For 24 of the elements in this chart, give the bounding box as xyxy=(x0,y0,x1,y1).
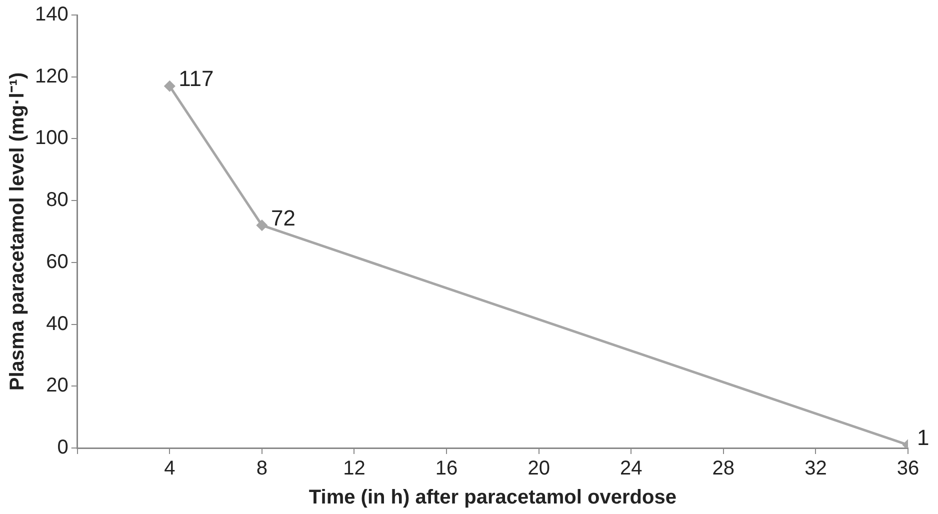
y-tick-label: 0 xyxy=(57,436,68,459)
x-tick-label: 20 xyxy=(528,458,550,480)
data-label: 117 xyxy=(178,66,214,92)
y-axis-title: Plasma paracetamol level (mg·l⁻¹) xyxy=(6,72,29,391)
y-tick-label: 100 xyxy=(34,127,68,150)
x-tick-label: 32 xyxy=(804,458,827,480)
data-label: 72 xyxy=(270,205,296,230)
y-tick-label: 120 xyxy=(34,65,68,88)
point xyxy=(256,220,268,231)
x-axis-title: Time (in h) after paracetamol overdose xyxy=(308,486,676,509)
x-tick-label: 8 xyxy=(256,458,268,480)
point xyxy=(164,80,175,92)
x-tick-label: 24 xyxy=(620,458,642,480)
y-tick-label: 60 xyxy=(46,250,68,273)
x-tick-label: 16 xyxy=(435,458,458,480)
data-label: 1 xyxy=(917,424,930,450)
y-tick-label: 80 xyxy=(46,189,68,212)
y-tick-label: 20 xyxy=(46,374,68,397)
x-tick-label: 28 xyxy=(712,458,735,480)
x-tick-label: 4 xyxy=(164,458,176,480)
y-tick-label: 40 xyxy=(46,312,68,335)
x-tick-label: 36 xyxy=(896,458,920,480)
x-tick-label: 12 xyxy=(343,458,366,480)
y-tick-label: 140 xyxy=(34,4,68,26)
